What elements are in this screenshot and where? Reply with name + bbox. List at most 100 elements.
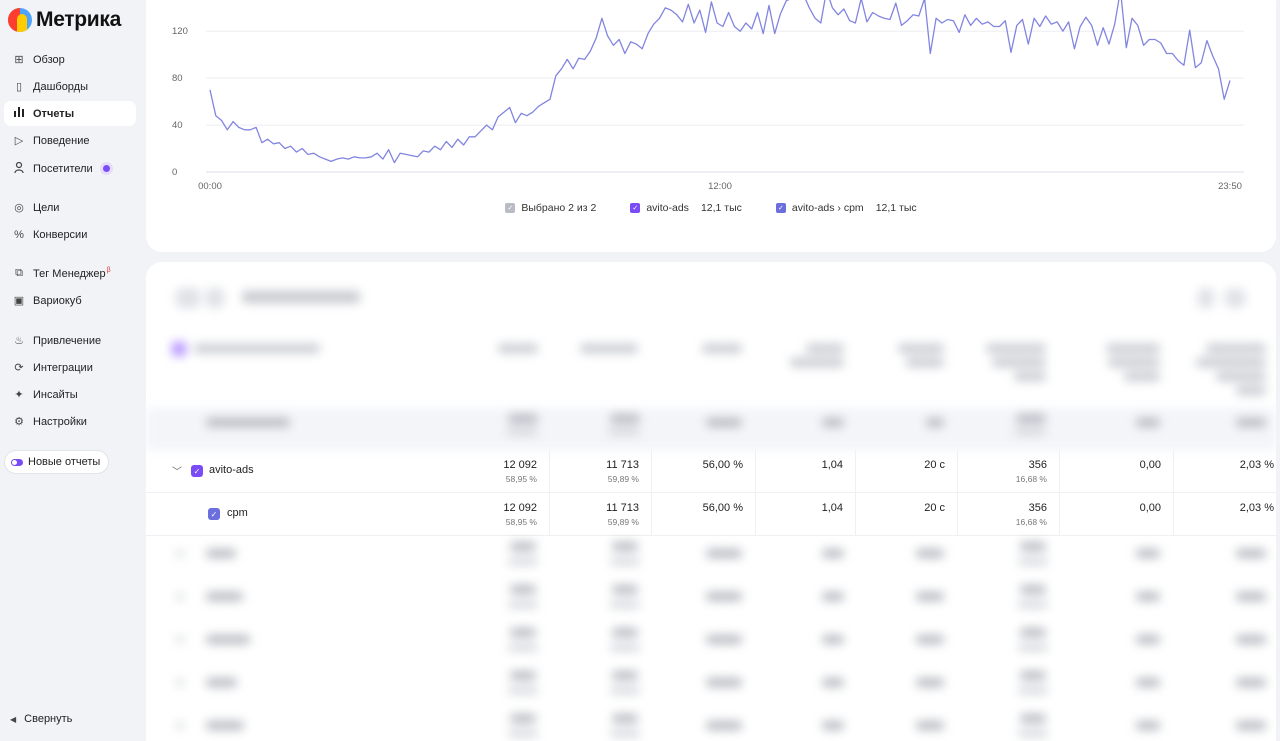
cell-new-users: 356 16,68 % bbox=[958, 493, 1060, 536]
sidebar-item-visitors[interactable]: Посетители bbox=[4, 156, 136, 181]
sidebar-item-conversions[interactable]: % Конверсии bbox=[4, 222, 136, 247]
sidebar-item-tag-manager[interactable]: ⧉ Тег Менеджер β bbox=[4, 261, 136, 286]
table-row[interactable]: ✓ cpm 12 092 58,95 % 11 713 59,89 % 56,0… bbox=[146, 493, 1276, 536]
cell-value bbox=[822, 678, 844, 687]
cell-value: 20 с bbox=[924, 459, 945, 471]
sidebar-item-label: Обзор bbox=[33, 53, 65, 66]
table-row[interactable] bbox=[146, 534, 1276, 577]
header-metric bbox=[1014, 372, 1046, 381]
chevron-down-icon[interactable]: ﹀ bbox=[172, 467, 182, 478]
series-line bbox=[209, 0, 1231, 164]
chevron-down-icon[interactable] bbox=[176, 679, 184, 686]
sidebar-item-label: Цели bbox=[33, 201, 60, 214]
header-checkbox[interactable] bbox=[172, 342, 186, 356]
chevron-down-icon[interactable] bbox=[176, 593, 184, 600]
table-row[interactable] bbox=[146, 706, 1276, 741]
cell-share: 16,68 % bbox=[1015, 517, 1047, 527]
legend-item-avito-ads[interactable]: ✓ avito-ads 12,1 тыс bbox=[630, 202, 742, 214]
report-table-card: ﹀ ✓ avito-ads 12 092 58,95 % 11 713 59,8… bbox=[146, 262, 1276, 741]
table-row[interactable]: ﹀ ✓ avito-ads 12 092 58,95 % 11 713 59,8… bbox=[146, 450, 1276, 493]
cell-value: 56,00 % bbox=[702, 502, 743, 514]
totals-value bbox=[1016, 414, 1046, 423]
header-metric bbox=[986, 344, 1046, 353]
header-dimension bbox=[194, 344, 320, 353]
integrations-icon: ⟳ bbox=[14, 362, 24, 374]
sidebar-item-reports[interactable]: Отчеты bbox=[4, 101, 136, 126]
cell-bounce: 56,00 % bbox=[652, 450, 756, 493]
cell-share bbox=[610, 687, 640, 694]
cell-metric-7: 0,00 bbox=[1060, 450, 1174, 493]
line-chart: 0 40 80 120 00:00 12:00 23:50 bbox=[172, 0, 1244, 192]
legend-item-label: avito-ads › cpm bbox=[791, 202, 864, 214]
toolbar-button[interactable] bbox=[1198, 288, 1214, 308]
sidebar-item-dashboards[interactable]: ▯ Дашборды bbox=[4, 74, 136, 99]
sidebar-item-label: Вариокуб bbox=[33, 294, 82, 307]
cell-value bbox=[510, 585, 536, 594]
header-metric bbox=[806, 344, 844, 353]
tag-manager-icon: ⧉ bbox=[15, 267, 23, 279]
cell-value bbox=[916, 678, 944, 687]
new-badge-dot bbox=[102, 165, 110, 172]
cell-value bbox=[1236, 592, 1266, 601]
cell-share bbox=[1018, 730, 1048, 737]
sidebar-item-variocube[interactable]: ▣ Вариокуб bbox=[4, 288, 136, 313]
sidebar-item-label: Дашборды bbox=[33, 80, 88, 93]
sidebar-item-label: Конверсии bbox=[33, 228, 88, 241]
gear-icon: ⚙ bbox=[14, 416, 24, 428]
logo[interactable]: Метрика bbox=[8, 8, 121, 32]
cell-value bbox=[612, 585, 638, 594]
header-metric bbox=[1216, 372, 1266, 381]
cell-share: 58,95 % bbox=[505, 474, 537, 484]
cell-new-users: 356 16,68 % bbox=[958, 450, 1060, 493]
sidebar-item-goals[interactable]: ◎ Цели bbox=[4, 195, 136, 220]
sidebar-item-settings[interactable]: ⚙ Настройки bbox=[4, 409, 136, 434]
y-tick-label: 0 bbox=[172, 167, 177, 178]
legend-item-avito-ads-cpm[interactable]: ✓ avito-ads › cpm 12,1 тыс bbox=[775, 202, 917, 214]
metrika-logo-icon bbox=[8, 8, 32, 32]
toolbar-button[interactable] bbox=[176, 288, 200, 308]
chevron-down-icon[interactable] bbox=[176, 636, 184, 643]
header-metric bbox=[1108, 358, 1160, 367]
cell-value: 0,00 bbox=[1139, 459, 1161, 471]
sidebar-item-overview[interactable]: ⊞ Обзор bbox=[4, 47, 136, 72]
table-row[interactable] bbox=[146, 620, 1276, 663]
percent-icon: % bbox=[14, 228, 24, 241]
cell-value bbox=[706, 678, 742, 687]
cell-value bbox=[916, 635, 944, 644]
table-row[interactable] bbox=[146, 663, 1276, 706]
totals-share bbox=[608, 428, 640, 435]
chevron-down-icon[interactable] bbox=[176, 550, 184, 557]
row-label bbox=[206, 678, 237, 687]
toolbar-button[interactable] bbox=[1224, 288, 1246, 308]
cell-value bbox=[706, 721, 742, 730]
totals-value bbox=[508, 414, 538, 423]
row-checkbox[interactable]: ✓ bbox=[191, 465, 203, 477]
cell-value bbox=[612, 542, 638, 551]
sidebar-item-behavior[interactable]: ▷ Поведение bbox=[4, 128, 136, 153]
legend-select-all[interactable]: ✓ Выбрано 2 из 2 bbox=[505, 202, 596, 214]
chevron-down-icon[interactable] bbox=[176, 722, 184, 729]
totals-value bbox=[610, 414, 640, 423]
cell-value bbox=[1136, 592, 1160, 601]
cell-value bbox=[916, 592, 944, 601]
new-reports-toggle[interactable]: Новые отчеты bbox=[4, 450, 110, 474]
chart-card: 0 40 80 120 00:00 12:00 23:50 ✓ Выбрано 2 из 2… bbox=[146, 0, 1276, 252]
cell-share bbox=[1018, 601, 1048, 608]
row-checkbox[interactable]: ✓ bbox=[208, 508, 220, 520]
cell-value bbox=[706, 549, 742, 558]
cell-value bbox=[822, 592, 844, 601]
person-icon bbox=[12, 161, 26, 176]
sidebar-item-acquisition[interactable]: ♨ Привлечение bbox=[4, 328, 136, 353]
sidebar-item-insights[interactable]: ✦ Инсайты bbox=[4, 382, 136, 407]
target-icon: ◎ bbox=[14, 202, 24, 214]
table-row[interactable] bbox=[146, 577, 1276, 620]
bar-chart-icon bbox=[12, 107, 26, 120]
collapse-sidebar-button[interactable]: ◀ Свернуть bbox=[10, 713, 72, 725]
sidebar-item-integrations[interactable]: ⟳ Интеграции bbox=[4, 355, 136, 380]
legend-selected-label: Выбрано 2 из 2 bbox=[521, 202, 597, 214]
row-label: cpm bbox=[227, 507, 248, 519]
toolbar-button[interactable] bbox=[206, 288, 224, 308]
header-metric bbox=[1206, 344, 1266, 353]
row-label bbox=[206, 721, 244, 730]
cell-share bbox=[610, 601, 640, 608]
